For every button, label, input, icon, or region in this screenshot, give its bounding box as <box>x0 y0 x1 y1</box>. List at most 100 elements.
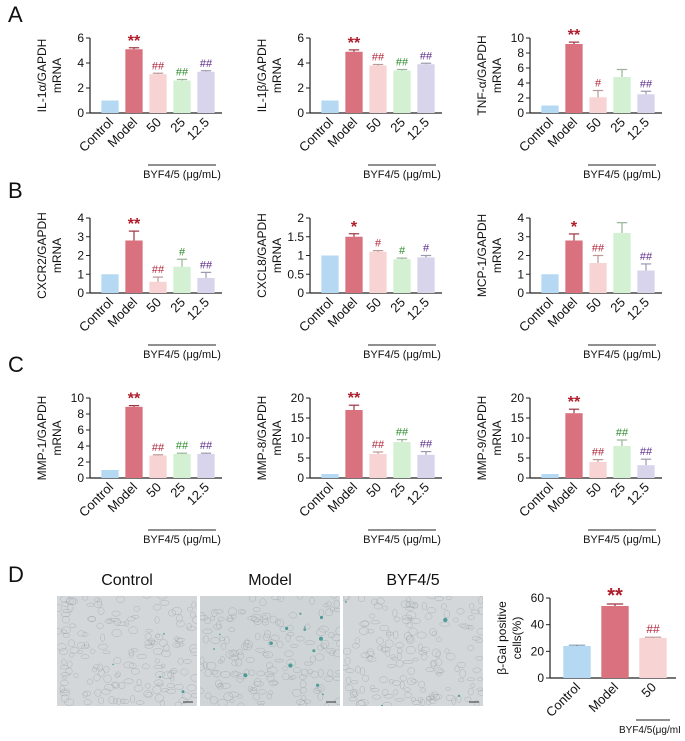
significance-mark: ## <box>616 427 629 439</box>
significance-mark: ** <box>607 585 623 607</box>
x-tick-label: 12.5 <box>184 480 213 509</box>
bar-50 <box>149 281 167 293</box>
y-tick-label: 40 <box>531 618 545 632</box>
significance-mark: ** <box>568 27 581 44</box>
bar-12-5 <box>637 94 655 113</box>
y-axis-label: MMP-8/GAPDH <box>255 396 269 481</box>
x-tick-label: 12.5 <box>184 115 213 144</box>
y-tick-label: 0 <box>517 286 524 300</box>
chart-bgal: 0 20 40 60 β-Gal positive cells(%) Control ** Mo… <box>495 585 680 736</box>
bar-control <box>541 474 559 478</box>
bar-model <box>565 44 583 113</box>
y-tick-label: 2 <box>517 249 524 263</box>
significance-mark: ** <box>568 394 581 411</box>
bar-control <box>541 105 559 113</box>
bar-12-5 <box>417 64 435 113</box>
y-tick-label: 0 <box>297 106 304 120</box>
y-tick-label: 6 <box>297 31 304 45</box>
y-axis-label: MMP-1/GAPDH <box>35 396 49 481</box>
significance-mark: # <box>423 243 430 255</box>
significance-mark: ** <box>348 390 361 407</box>
bar-12-5 <box>637 465 655 478</box>
significance-mark: ## <box>152 442 165 454</box>
bar-12-5 <box>637 270 655 293</box>
y-tick-label: 8 <box>77 407 84 421</box>
y-tick-label: 4 <box>517 76 524 90</box>
group-label: BYF4/5 (μg/mL) <box>143 169 221 181</box>
y-axis-label: MMP-9/GAPDH <box>475 396 489 481</box>
significance-mark: ## <box>592 447 605 459</box>
y-tick-label: 2 <box>297 81 304 95</box>
significance-mark: ## <box>200 58 213 70</box>
x-tick-label: 12.5 <box>624 115 653 144</box>
bar-50 <box>149 455 167 478</box>
y-axis-label: CXCL8/GAPDH <box>255 213 269 298</box>
y-tick-label: 6 <box>517 61 524 75</box>
y-tick-label: 2 <box>297 211 304 225</box>
y-tick-label: 0 <box>517 106 524 120</box>
group-label: BYF4/5 (μg/mL) <box>363 534 441 546</box>
y-tick-label: 1 <box>297 249 304 263</box>
group-label: BYF4/5 (μg/mL) <box>143 349 221 361</box>
bar-control <box>321 474 339 478</box>
significance-mark: # <box>595 78 602 90</box>
y-axis-label: mRNA <box>50 420 64 455</box>
significance-mark: # <box>399 245 406 257</box>
x-tick-label: 12.5 <box>404 115 433 144</box>
y-axis-label: mRNA <box>50 58 64 93</box>
y-tick-label: 0 <box>77 471 84 485</box>
x-tick-label: 50 <box>143 115 164 136</box>
y-axis-label: MCP-1/GAPDH <box>475 214 489 297</box>
significance-mark: ## <box>396 427 409 439</box>
y-tick-label: 4 <box>77 56 84 70</box>
bar-25 <box>613 233 631 293</box>
y-axis-label: mRNA <box>490 420 504 455</box>
bar-model <box>565 413 583 478</box>
bar-control <box>563 646 591 678</box>
y-axis-label: IL-1α/GAPDH <box>35 39 49 113</box>
significance-mark: ## <box>372 52 385 64</box>
group-label: BYF4/5 (μg/mL) <box>583 169 661 181</box>
bar-25 <box>173 454 191 478</box>
x-tick-label: 50 <box>583 115 604 136</box>
y-tick-label: 4 <box>297 56 304 70</box>
bar-50 <box>639 638 667 678</box>
x-tick-label: 50 <box>583 480 604 501</box>
bar-25 <box>173 266 191 293</box>
significance-mark: ## <box>176 67 189 79</box>
y-tick-label: 1 <box>77 267 84 281</box>
bar-50 <box>589 97 607 113</box>
y-tick-label: 15 <box>511 411 525 425</box>
group-label: BYF4/5 (μg/mL) <box>363 169 441 181</box>
x-tick-label: Control <box>543 679 583 719</box>
y-axis-label: β-Gal positive <box>495 601 509 675</box>
micrograph-title-control: Control <box>101 572 153 589</box>
bar-12-5 <box>417 454 435 478</box>
panel-label-d: D <box>8 562 24 587</box>
bar-50 <box>149 74 167 113</box>
bar-control <box>101 470 119 478</box>
group-label: BYF4/5 (μg/mL) <box>583 349 661 361</box>
y-tick-label: 15 <box>291 411 305 425</box>
significance-mark: ## <box>176 440 189 452</box>
micrograph-byf <box>343 596 483 706</box>
group-label: BYF4/5(μg/mL) <box>619 725 680 736</box>
y-tick-label: 2 <box>77 81 84 95</box>
bar-model <box>345 410 363 478</box>
y-tick-label: 4 <box>77 439 84 453</box>
y-tick-label: 0 <box>77 106 84 120</box>
bar-25 <box>173 80 191 113</box>
significance-mark: ## <box>640 446 653 458</box>
bar-25 <box>613 446 631 478</box>
x-tick-label: 50 <box>638 680 659 701</box>
significance-mark: # <box>375 238 382 250</box>
bar-12-5 <box>417 257 435 293</box>
significance-mark: ## <box>396 57 409 69</box>
significance-mark: ** <box>128 391 141 408</box>
y-axis-label: TNF-α/GAPDH <box>475 35 489 115</box>
x-tick-label: 50 <box>143 480 164 501</box>
y-tick-label: 20 <box>291 391 305 405</box>
